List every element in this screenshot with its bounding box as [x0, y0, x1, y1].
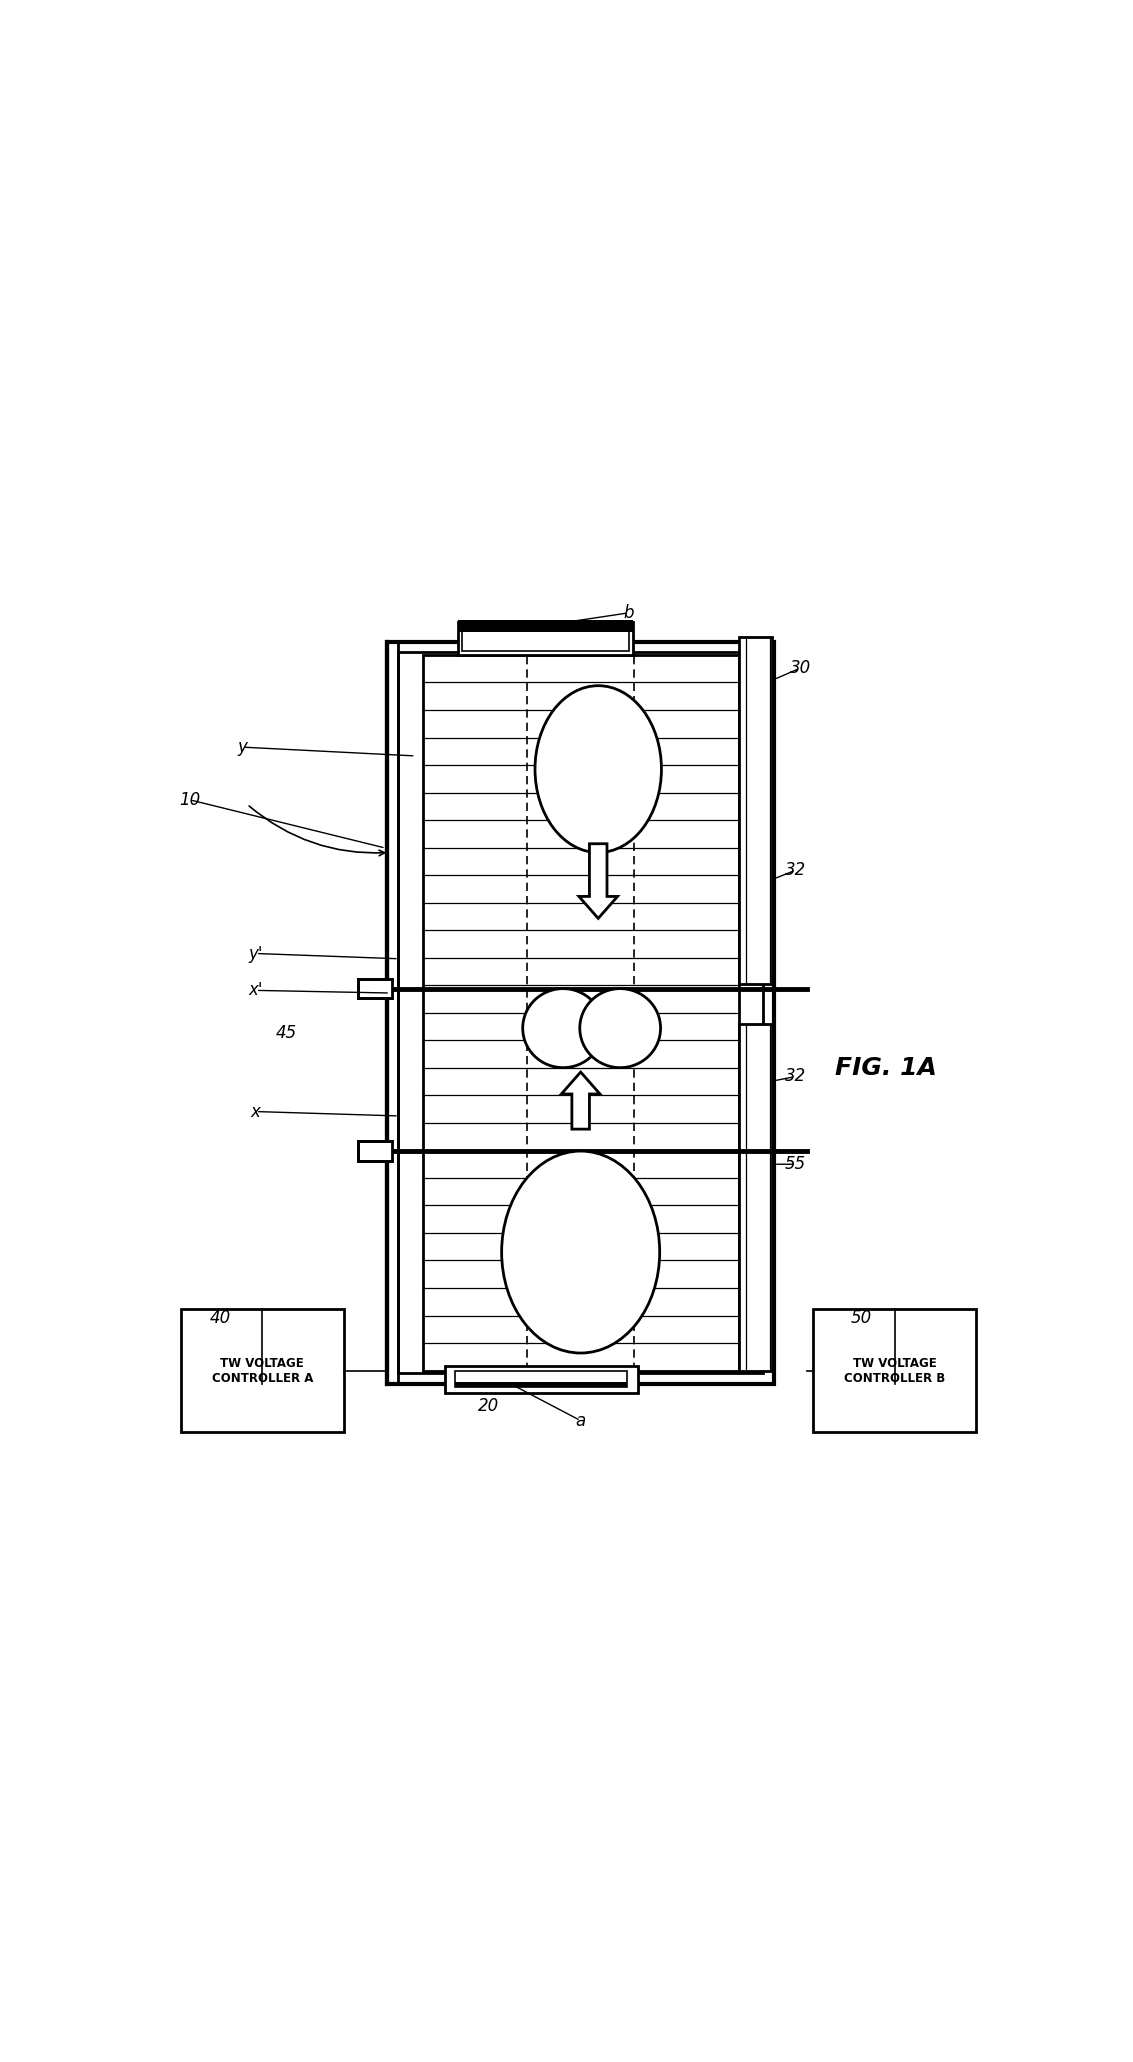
Bar [458, 621, 633, 633]
Ellipse shape [502, 1151, 659, 1353]
Bar [458, 621, 633, 656]
Text: 30: 30 [790, 660, 811, 676]
Bar [455, 1382, 628, 1388]
Bar [423, 656, 739, 1371]
Bar [746, 1023, 770, 1371]
Text: 45: 45 [275, 1023, 297, 1041]
Text: 32: 32 [785, 1068, 807, 1085]
Bar [358, 1142, 392, 1161]
Ellipse shape [535, 687, 662, 852]
Bar [813, 1309, 976, 1431]
Bar [462, 627, 629, 652]
Text: 50: 50 [851, 1309, 872, 1328]
Text: TW VOLTAGE
CONTROLLER B: TW VOLTAGE CONTROLLER B [844, 1357, 945, 1384]
Bar [746, 637, 770, 984]
Bar [455, 1371, 628, 1388]
Text: x: x [250, 1103, 261, 1120]
Text: y': y' [248, 944, 263, 963]
Polygon shape [579, 843, 617, 918]
Text: y: y [238, 738, 247, 757]
Text: 40: 40 [210, 1309, 231, 1328]
Bar [387, 641, 774, 1384]
Text: TW VOLTAGE
CONTROLLER A: TW VOLTAGE CONTROLLER A [212, 1357, 313, 1384]
Bar [739, 1023, 772, 1371]
Text: a: a [576, 1412, 586, 1429]
Bar [181, 1309, 343, 1431]
Text: FIG. 1A: FIG. 1A [835, 1056, 937, 1080]
Bar [398, 652, 764, 1373]
Ellipse shape [522, 988, 604, 1068]
Bar [358, 979, 392, 998]
Text: 10: 10 [179, 792, 201, 808]
Text: x': x' [248, 982, 263, 1000]
Ellipse shape [580, 988, 661, 1068]
Text: b: b [623, 604, 634, 623]
Text: 32: 32 [785, 862, 807, 878]
Bar [739, 637, 772, 984]
Text: 55: 55 [785, 1155, 807, 1173]
Text: 20: 20 [478, 1396, 500, 1415]
Bar [444, 1367, 638, 1392]
Polygon shape [561, 1072, 600, 1130]
